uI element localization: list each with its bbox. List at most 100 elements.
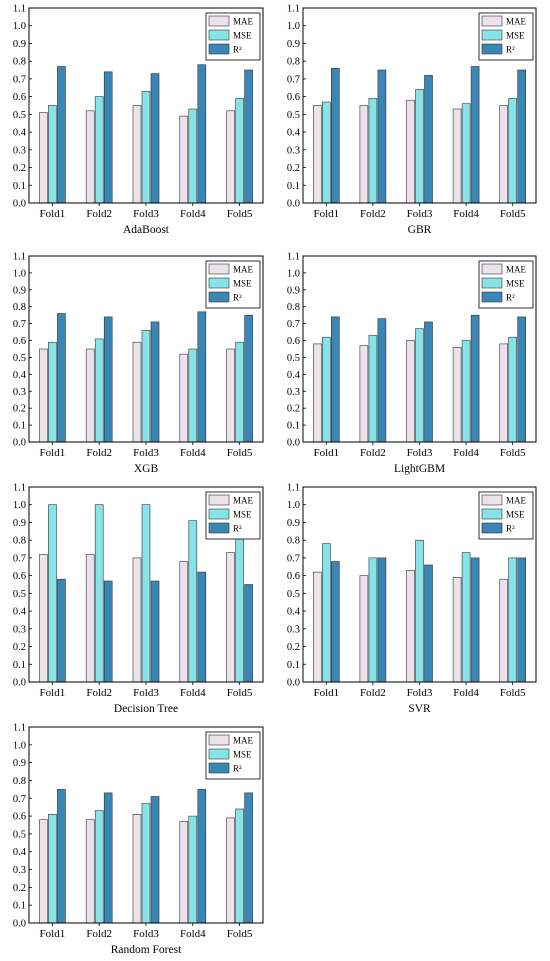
bar-xgb-mse-fold5 (235, 341, 244, 443)
bar-adaboost-mse-fold2 (94, 96, 104, 204)
chart-title-adaboost: AdaBoost (123, 224, 170, 236)
y-tick-label: 0.2 (13, 642, 26, 653)
legend-swatch-mae (481, 263, 503, 275)
bar-svr-mae-fold3 (406, 569, 415, 683)
x-tick-label-fold2: Fold2 (86, 928, 112, 940)
y-tick-label: 0.0 (13, 438, 26, 449)
x-tick-label-fold1: Fold1 (40, 687, 66, 699)
bar-xgb-mae-fold3 (132, 341, 142, 443)
bar-svr-mse-fold5 (508, 557, 518, 683)
x-tick-label-fold4: Fold4 (180, 208, 206, 220)
legend-swatch-r2 (481, 43, 503, 55)
bar-random-forest-mae-fold2 (85, 819, 95, 924)
bar-lightgbm-mae-fold3 (406, 340, 415, 443)
bar-decision-tree-mae-fold4 (179, 561, 189, 683)
y-tick-label: 0.7 (13, 553, 26, 564)
chart-title-gbr: GBR (408, 224, 432, 236)
x-tick-label-fold1: Fold1 (313, 208, 339, 220)
x-tick-label-fold5: Fold5 (500, 447, 526, 459)
bar-decision-tree-mse-fold1 (48, 504, 57, 683)
bar-random-forest-r2-fold2 (103, 792, 113, 924)
y-tick-label: 0.6 (13, 812, 26, 823)
bar-lightgbm-r2-fold1 (330, 316, 340, 443)
y-tick-label: 1.0 (287, 21, 300, 32)
bar-xgb-r2-fold4 (197, 311, 207, 443)
bar-svr-r2-fold1 (330, 561, 340, 683)
x-tick-label-fold3: Fold3 (407, 687, 433, 699)
bar-random-forest-mse-fold1 (48, 813, 57, 924)
y-tick-label: 0.7 (287, 319, 300, 330)
y-tick-label: 0.1 (13, 181, 26, 192)
bar-xgb-r2-fold3 (150, 321, 160, 443)
y-tick-label: 1.0 (13, 740, 26, 751)
y-tick-label: 1.1 (13, 723, 26, 734)
bar-adaboost-mse-fold1 (48, 105, 57, 204)
bar-decision-tree-r2-fold1 (57, 578, 66, 683)
bar-xgb-mae-fold2 (85, 348, 95, 443)
bar-adaboost-mae-fold3 (132, 105, 142, 204)
y-tick-label: 0.5 (13, 829, 26, 840)
y-tick-label: 1.1 (13, 483, 26, 494)
y-tick-label: 0.6 (287, 92, 300, 103)
y-tick-label: 0.4 (13, 128, 27, 139)
legend-label-r2: R² (233, 293, 242, 303)
legend-swatch-r2 (208, 291, 230, 303)
y-tick-label: 0.5 (13, 353, 26, 364)
y-tick-label: 1.0 (13, 21, 26, 32)
bar-svr-mse-fold2 (368, 557, 378, 683)
bar-lightgbm-mae-fold4 (452, 346, 462, 443)
x-tick-label-fold1: Fold1 (40, 208, 66, 220)
bar-svr-r2-fold2 (377, 557, 387, 683)
y-tick-label: 0.4 (287, 370, 301, 381)
y-tick-label: 0.4 (13, 370, 27, 381)
bar-gbr-mse-fold3 (415, 89, 424, 204)
bar-svr-mae-fold2 (359, 575, 369, 683)
bar-gbr-r2-fold5 (517, 69, 527, 204)
bar-gbr-mae-fold4 (452, 108, 462, 204)
y-tick-label: 0.9 (13, 518, 26, 529)
bar-lightgbm-mae-fold2 (359, 345, 369, 443)
y-tick-label: 0.9 (287, 39, 300, 50)
y-tick-label: 0.9 (287, 518, 300, 529)
chart-title-decision-tree: Decision Tree (114, 703, 178, 715)
legend-label-mae: MAE (233, 265, 254, 275)
y-tick-label: 0.6 (13, 571, 26, 582)
bar-adaboost-r2-fold3 (150, 73, 160, 204)
legend-label-r2: R² (506, 293, 515, 303)
bar-xgb-r2-fold5 (244, 314, 253, 443)
bar-gbr-r2-fold2 (377, 69, 387, 204)
legend-swatch-mse (481, 277, 503, 289)
legend-swatch-mse (208, 277, 230, 289)
bar-random-forest-r2-fold4 (197, 789, 207, 924)
y-tick-label: 0.6 (287, 571, 300, 582)
bar-adaboost-mse-fold4 (188, 108, 198, 204)
chart-panel-random-forest: 0.0 0.1 0.2 0.3 0.4 0.5 0.6 0.7 0.8 0.9 1.0 1.1 Fold… (13, 723, 264, 956)
bar-adaboost-mae-fold5 (226, 110, 235, 204)
x-tick-label-fold3: Fold3 (407, 447, 433, 459)
bar-random-forest-r2-fold3 (150, 796, 160, 924)
y-tick-label: 0.3 (287, 145, 300, 156)
legend-label-mse: MSE (233, 279, 252, 289)
y-tick-label: 1.1 (13, 252, 26, 263)
y-tick-label: 0.1 (287, 181, 300, 192)
bar-random-forest-mse-fold3 (141, 803, 151, 924)
chart-panel-decision-tree: 0.0 0.1 0.2 0.3 0.4 0.5 0.6 0.7 0.8 0.9 1.0 1.1 Fold… (13, 483, 264, 715)
y-tick-label: 0.7 (287, 74, 300, 85)
bar-gbr-mse-fold4 (461, 103, 471, 204)
y-tick-label: 0.8 (13, 57, 26, 68)
bar-adaboost-mae-fold2 (85, 110, 95, 204)
y-tick-label: 1.0 (13, 500, 26, 511)
x-tick-label-fold4: Fold4 (453, 687, 479, 699)
y-tick-label: 1.1 (287, 483, 300, 494)
x-tick-label-fold4: Fold4 (180, 928, 206, 940)
x-tick-label-fold1: Fold1 (40, 447, 66, 459)
bar-svr-mae-fold5 (499, 578, 509, 683)
x-tick-label-fold3: Fold3 (133, 928, 159, 940)
x-tick-label-fold5: Fold5 (227, 687, 253, 699)
y-tick-label: 0.6 (287, 336, 300, 347)
legend-label-mse: MSE (506, 31, 525, 41)
legend-swatch-mae (208, 263, 230, 275)
legend-label-mse: MSE (506, 510, 525, 520)
x-tick-label-fold4: Fold4 (453, 447, 479, 459)
x-tick-label-fold3: Fold3 (133, 447, 159, 459)
